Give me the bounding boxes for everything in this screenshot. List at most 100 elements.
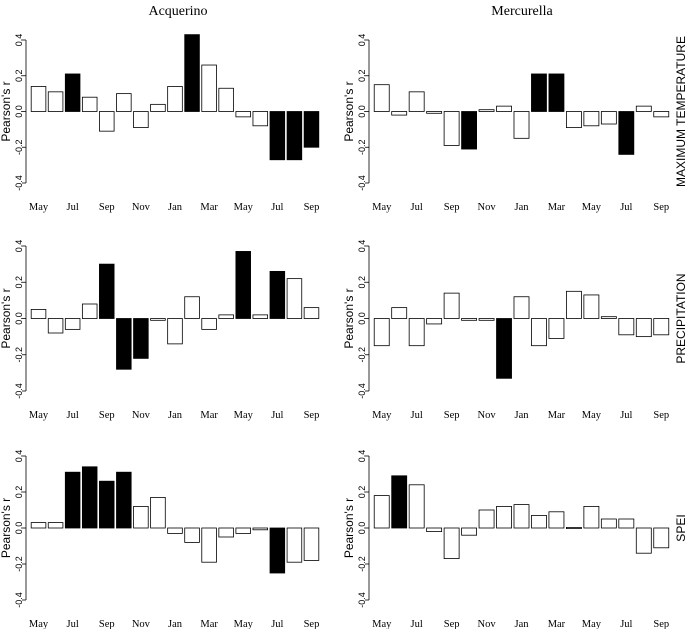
acquerino-maximum-temperature-x-tick-label: Nov: [132, 202, 151, 213]
acquerino-precipitation-bar-sep-16: [303, 307, 320, 319]
acquerino-spei-x-tick-label: Jul: [67, 619, 79, 629]
mercurella-maximum-temperature-bar-jul-14: [618, 111, 635, 155]
mercurella-spei-x-tick-label: Mar: [548, 619, 566, 629]
acquerino-maximum-temperature-bar-feb-9: [184, 34, 200, 112]
mercurella-precipitation-x-tick-label: Mar: [548, 410, 566, 421]
acquerino-precipitation-bar-sep-4: [99, 263, 115, 319]
mercurella-spei-bar-mar-10: [548, 511, 565, 529]
acquerino-maximum-temperature-x-tick-label: May: [234, 202, 254, 213]
mercurella-precipitation-bar-jun-13: [600, 316, 617, 319]
mercurella-precipitation-bar-sep-16: [653, 318, 670, 336]
mercurella-spei-x-tick-label: Jan: [515, 619, 530, 629]
acquerino-spei-bar-aug-3: [81, 466, 98, 529]
acquerino-spei-bar-feb-9: [184, 527, 200, 543]
mercurella-spei-y-tick-label: -0.4: [357, 592, 367, 608]
mercurella-spei-bar-aug-3: [426, 527, 443, 532]
acquerino-precipitation-bar-oct-5: [116, 318, 132, 370]
acquerino-maximum-temperature-bar-oct-5: [116, 93, 132, 112]
acquerino-precipitation-x-tick-label: Sep: [304, 410, 320, 421]
row-label-precipitation: PRECIPITATION: [674, 273, 685, 363]
acquerino-spei-bar-may-0: [30, 522, 47, 529]
mercurella-precipitation-bar-jun-1: [391, 307, 408, 319]
mercurella-spei-bar-feb-9: [531, 515, 547, 529]
acquerino-maximum-temperature-bar-sep-16: [303, 111, 320, 148]
mercurella-spei-x-tick-label: May: [582, 619, 602, 629]
acquerino-spei-bar-may-12: [235, 527, 251, 534]
mercurella-spei-bar-sep-4: [443, 527, 460, 560]
acquerino-precipitation-y-tick-label: 0.2: [14, 276, 24, 289]
mercurella-spei-x-tick-label: Jul: [411, 619, 423, 629]
acquerino-precipitation-x-tick-label: May: [234, 410, 254, 421]
acquerino-maximum-temperature-y-axis-label: Pearson's r: [0, 81, 13, 141]
mercurella-spei-bar-nov-6: [478, 509, 495, 529]
mercurella-precipitation-x-tick-label: May: [582, 410, 602, 421]
mercurella-maximum-temperature-y-tick-label: -0.2: [357, 139, 367, 155]
acquerino-maximum-temperature-bar-jul-14: [269, 111, 286, 161]
mercurella-precipitation-x-tick-label: Jul: [411, 410, 423, 421]
mercurella-spei-y-axis-label: Pearson's r: [342, 498, 356, 558]
acquerino-maximum-temperature-y-tick-label: -0.2: [14, 139, 24, 155]
acquerino-precipitation-bar-aug-3: [81, 303, 98, 319]
acquerino-maximum-temperature-bar-jun-13: [252, 111, 269, 127]
mercurella-maximum-temperature-bar-may-0: [373, 84, 390, 112]
mercurella-precipitation-bar-dec-7: [496, 318, 512, 379]
mercurella-maximum-temperature-x-tick-label: Sep: [444, 202, 460, 213]
mercurella-maximum-temperature-y-axis-label: Pearson's r: [342, 81, 356, 141]
mercurella-spei-bar-aug-15: [635, 527, 652, 554]
mercurella-maximum-temperature-y-tick-label: 0.2: [357, 69, 367, 82]
mercurella-precipitation-bar-apr-11: [566, 290, 582, 319]
mercurella-precipitation-y-axis-label: Pearson's r: [342, 288, 356, 348]
acquerino-spei-y-axis-label: Pearson's r: [0, 498, 13, 558]
acquerino-maximum-temperature-y-tick-label: 0.0: [14, 105, 24, 118]
mercurella-precipitation-x-tick-label: Jul: [620, 410, 632, 421]
acquerino-spei-bar-oct-5: [116, 471, 132, 529]
acquerino-maximum-temperature-bar-aug-15: [286, 111, 303, 161]
acquerino-spei-x-tick-label: Jul: [271, 619, 283, 629]
mercurella-spei-x-tick-label: May: [372, 619, 392, 629]
acquerino-precipitation-bar-feb-9: [184, 296, 200, 319]
acquerino-precipitation-y-tick-label: 0.0: [14, 312, 24, 325]
mercurella-maximum-temperature-x-tick-label: Mar: [548, 202, 566, 213]
acquerino-spei-x-tick-label: May: [234, 619, 254, 629]
acquerino-precipitation-bar-mar-10: [201, 318, 217, 330]
mercurella-maximum-temperature-bar-feb-9: [531, 73, 547, 112]
mercurella-spei-x-tick-label: Nov: [478, 619, 497, 629]
mercurella-spei-bar-may-0: [373, 495, 390, 529]
acquerino-maximum-temperature-bar-mar-10: [201, 64, 217, 112]
acquerino-precipitation-bar-dec-7: [150, 318, 166, 321]
mercurella-spei-y-tick-label: -0.2: [357, 556, 367, 572]
acquerino-spei-y-tick-label: 0.4: [14, 450, 24, 463]
mercurella-precipitation-x-tick-label: May: [372, 410, 392, 421]
row-label-spei: SPEI: [674, 514, 685, 541]
acquerino-spei-bar-mar-10: [201, 527, 217, 563]
mercurella-precipitation-bar-mar-10: [548, 318, 565, 339]
mercurella-maximum-temperature-x-tick-label: Jan: [515, 202, 530, 213]
acquerino-maximum-temperature-y-tick-label: -0.4: [14, 175, 24, 191]
mercurella-precipitation-bar-feb-9: [531, 318, 547, 347]
mercurella-spei-bar-jul-2: [408, 484, 425, 529]
mercurella-precipitation-bar-may-12: [583, 294, 600, 319]
acquerino-spei-y-tick-label: 0.2: [14, 486, 24, 499]
acquerino-precipitation-bar-apr-11: [218, 314, 234, 319]
acquerino-precipitation-bar-jan-8: [167, 318, 183, 345]
mercurella-precipitation-y-tick-label: -0.4: [357, 383, 367, 399]
mercurella-spei-bar-apr-11: [566, 527, 582, 530]
acquerino-maximum-temperature-x-tick-label: May: [29, 202, 49, 213]
row-label-maximum-temperature: MAXIMUM TEMPERATURE: [674, 36, 685, 187]
mercurella-spei-bar-oct-5: [461, 527, 477, 536]
acquerino-maximum-temperature-bar-sep-4: [99, 111, 115, 132]
acquerino-precipitation-x-tick-label: Jan: [168, 410, 183, 421]
acquerino-precipitation-x-tick-label: Mar: [200, 410, 218, 421]
mercurella-spei-x-tick-label: Sep: [444, 619, 460, 629]
acquerino-spei-bar-sep-4: [99, 480, 115, 529]
acquerino-maximum-temperature-y-tick-label: 0.2: [14, 69, 24, 82]
mercurella-precipitation-x-tick-label: Sep: [653, 410, 669, 421]
mercurella-maximum-temperature-bar-aug-3: [426, 111, 443, 114]
acquerino-precipitation-y-tick-label: 0.4: [14, 240, 24, 253]
mercurella-maximum-temperature-y-tick-label: 0.4: [357, 34, 367, 47]
acquerino-precipitation-y-tick-label: -0.4: [14, 383, 24, 399]
acquerino-maximum-temperature-x-tick-label: Jan: [168, 202, 183, 213]
mercurella-precipitation-bar-oct-5: [461, 318, 477, 321]
mercurella-precipitation-bar-sep-4: [443, 292, 460, 319]
